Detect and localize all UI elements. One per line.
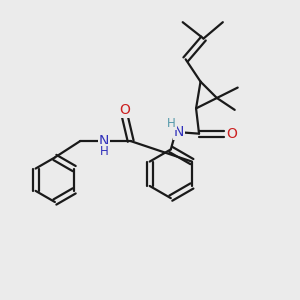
Text: O: O	[226, 127, 237, 141]
Text: N: N	[99, 134, 109, 148]
Text: O: O	[119, 103, 130, 117]
Text: H: H	[100, 145, 108, 158]
Text: H: H	[167, 117, 176, 130]
Text: N: N	[174, 125, 184, 139]
